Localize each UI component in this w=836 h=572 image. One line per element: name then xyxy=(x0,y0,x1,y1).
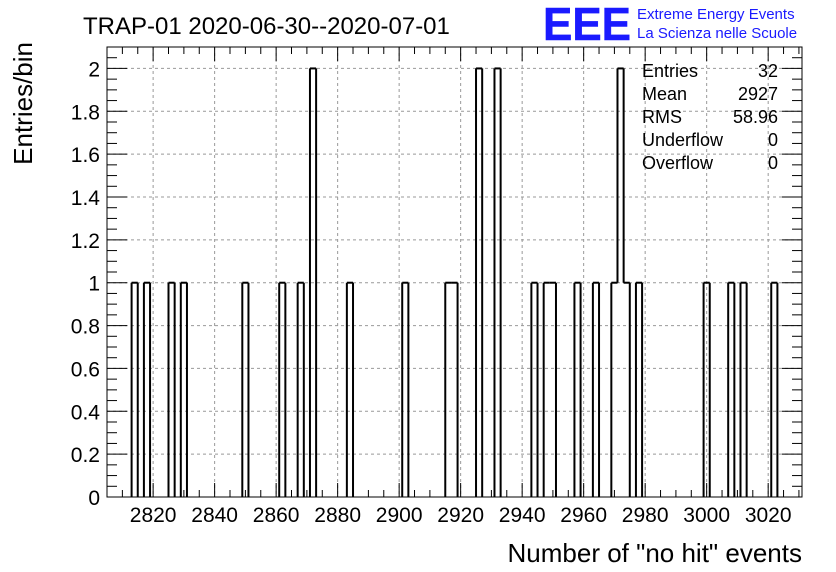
histogram-bins xyxy=(130,67,779,497)
y-tick-label: 1.6 xyxy=(71,144,100,167)
plot-frame xyxy=(106,46,803,498)
y-tick-label: 1.2 xyxy=(71,230,100,253)
stats-value: 32 xyxy=(758,61,778,81)
stats-value: 58.96 xyxy=(733,107,778,127)
stats-value: 2927 xyxy=(738,84,778,104)
x-tick-label: 2880 xyxy=(314,504,361,527)
stats-label: Overflow xyxy=(642,153,714,173)
y-tick-label: 0.4 xyxy=(71,401,101,424)
y-tick-label: 0.6 xyxy=(71,358,100,381)
y-tick-label: 1.4 xyxy=(71,187,101,210)
y-tick-label: 0.8 xyxy=(71,316,100,339)
stats-box: Entries 32 Mean 2927 RMS 58.96 Underflow 0 Overf… xyxy=(642,61,778,173)
y-tick-label: 1 xyxy=(88,273,100,296)
chart-title: TRAP-01 2020-06-30--2020-07-01 xyxy=(83,13,450,40)
y-tick-label: 0.2 xyxy=(71,444,100,467)
x-axis-title: Number of "no hit" events xyxy=(508,538,803,568)
stats-label: Mean xyxy=(642,84,687,104)
x-tick-label: 2980 xyxy=(622,504,669,527)
y-tick-label: 1.8 xyxy=(71,101,100,124)
x-tick-label: 2900 xyxy=(376,504,423,527)
logo-line-1: Extreme Energy Events xyxy=(637,6,795,23)
stats-label: Underflow xyxy=(642,130,724,150)
eee-logo: EEE Extreme Energy Events La Scienza nel… xyxy=(543,0,797,50)
axes: 2820 2840 2860 2880 2900 2920 2940 2960 2980 3000… xyxy=(71,47,802,527)
grid-lines xyxy=(107,47,802,497)
stats-value: 0 xyxy=(768,153,778,173)
x-tick-label: 2940 xyxy=(499,504,546,527)
y-axis-title: Entries/bin xyxy=(8,42,38,165)
y-tick-label: 0 xyxy=(88,487,100,510)
x-tick-label: 2920 xyxy=(437,504,484,527)
x-tick-label: 2960 xyxy=(560,504,607,527)
x-tick-label: 3000 xyxy=(683,504,730,527)
x-tick-label: 2820 xyxy=(130,504,177,527)
stats-value: 0 xyxy=(768,130,778,150)
logo-mark: EEE xyxy=(543,0,631,50)
x-tick-label: 2840 xyxy=(191,504,238,527)
x-tick-label: 2860 xyxy=(253,504,300,527)
y-tick-label: 2 xyxy=(88,58,100,81)
stats-label: Entries xyxy=(642,61,698,81)
logo-line-2: La Scienza nelle Scuole xyxy=(637,25,797,42)
stats-label: RMS xyxy=(642,107,682,127)
x-tick-label: 3020 xyxy=(745,504,792,527)
